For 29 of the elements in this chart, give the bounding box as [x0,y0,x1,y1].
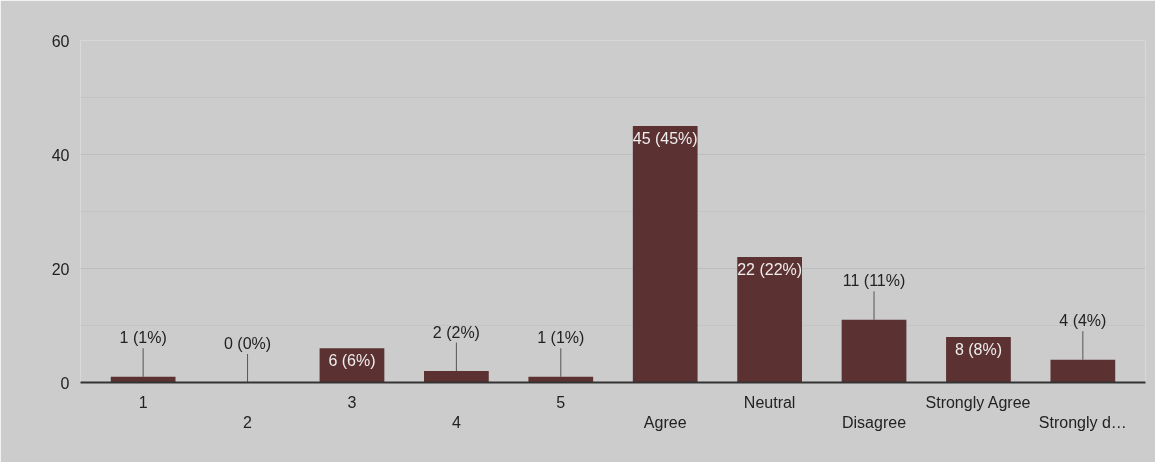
data-label: 2 (2%) [432,323,480,341]
bar [841,319,907,383]
bar [632,126,698,383]
data-label: 8 (8%) [954,340,1002,358]
x-tick-label: Neutral [743,393,796,411]
data-label: 4 (4%) [1059,312,1107,330]
x-tick-label: Strongly Agree [925,393,1031,411]
x-tick-label: 3 [347,393,357,411]
data-label: 1 (1%) [119,329,167,347]
x-tick-label: 5 [556,393,566,411]
data-label: 1 (1%) [537,329,585,347]
x-tick-label: Disagree [842,413,907,431]
y-tick-label: 20 [51,260,70,278]
data-label: 0 (0%) [224,335,272,352]
y-tick-label: 40 [51,146,70,164]
data-label: 22 (22%) [737,261,803,279]
y-tick-label: 0 [60,374,70,392]
bar [1050,359,1116,383]
x-tick-label: Agree [643,413,687,431]
y-tick-label: 60 [51,32,70,50]
x-tick-label: 1 [138,393,148,411]
bar [737,257,802,383]
x-tick-label: Strongly d… [1038,413,1127,431]
data-label: 45 (45%) [632,130,698,147]
x-tick-label: 4 [451,413,461,431]
bar [424,371,489,383]
x-tick-label: 2 [243,413,253,431]
data-label: 6 (6%) [328,352,376,370]
data-label: 11 (11%) [842,272,906,290]
